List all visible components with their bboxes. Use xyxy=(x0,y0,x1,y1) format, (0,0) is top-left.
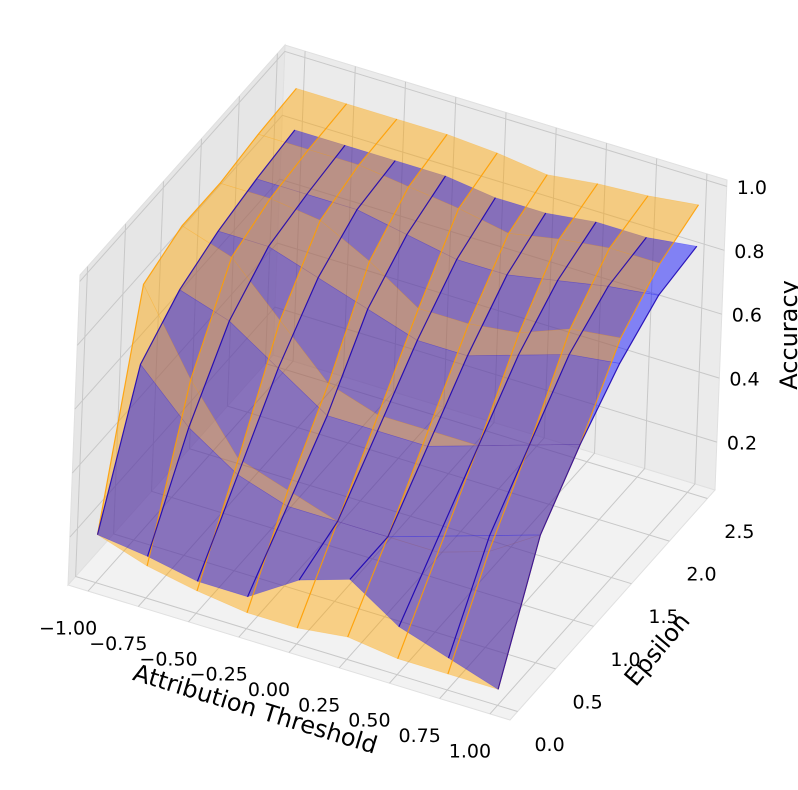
x-tick-label: −0.75 xyxy=(89,633,147,655)
grid-line xyxy=(76,114,725,346)
grid-line xyxy=(150,181,594,627)
wire-line xyxy=(146,144,346,557)
wire-line xyxy=(196,118,398,592)
wire-line xyxy=(146,103,348,567)
z-tick-label: 0.8 xyxy=(734,241,764,263)
grid-line xyxy=(69,306,718,538)
grid-line xyxy=(188,138,632,585)
grid-line xyxy=(226,96,670,542)
wire-line xyxy=(447,195,649,675)
grid-line xyxy=(338,127,557,669)
wire-line xyxy=(397,183,599,659)
x-tick-label: 0.50 xyxy=(348,710,390,732)
x-tick-label: −0.50 xyxy=(139,648,197,670)
wire-line xyxy=(246,134,448,613)
y-tick-label: 1.5 xyxy=(648,606,678,628)
grid-line xyxy=(75,266,518,712)
grid-line xyxy=(188,81,406,623)
wire-line xyxy=(247,175,447,597)
grid-line xyxy=(71,242,720,474)
x-tick-label: −0.25 xyxy=(190,664,248,686)
wire-line xyxy=(447,237,647,659)
grid-line xyxy=(74,178,722,410)
wire-line xyxy=(398,221,597,627)
wire-line xyxy=(347,174,548,638)
x-tick-label: 0.75 xyxy=(399,725,441,747)
wire-line xyxy=(296,152,498,629)
wire-line xyxy=(96,129,296,535)
grid-line xyxy=(489,173,708,715)
y-tick-label: 2.5 xyxy=(724,521,754,543)
grid-line xyxy=(439,158,658,699)
grid-line xyxy=(113,223,556,670)
pane-left xyxy=(67,43,286,587)
wire-line xyxy=(349,212,547,580)
z-tick-label: 0.4 xyxy=(729,369,759,391)
grid-line xyxy=(288,112,507,653)
z-tick-label: 0.2 xyxy=(727,433,757,455)
grid-line xyxy=(79,50,727,282)
z-axis-label: Accuracy xyxy=(775,280,798,390)
x-tick-label: 0.25 xyxy=(298,694,340,716)
z-tick-label: 0.6 xyxy=(732,305,762,327)
y-tick-label: 2.0 xyxy=(686,564,716,586)
grid-line xyxy=(238,97,457,638)
z-tick-label: 1.0 xyxy=(737,177,767,199)
y-tick-label: 1.0 xyxy=(610,649,640,671)
wire-line xyxy=(96,88,297,535)
grid-line xyxy=(389,143,607,684)
x-tick-label: 1.00 xyxy=(449,740,491,762)
y-tick-label: 0.5 xyxy=(572,691,602,713)
x-axis-label: Attribution Threshold xyxy=(130,659,381,760)
wire-line xyxy=(497,245,698,690)
x-tick-label: −1.00 xyxy=(39,618,97,640)
wire-line xyxy=(196,160,396,582)
wire-line xyxy=(298,197,496,581)
y-tick-label: 0.0 xyxy=(534,734,564,756)
grid-line xyxy=(137,66,356,607)
grid-line xyxy=(87,51,306,592)
x-tick-label: 0.00 xyxy=(248,679,290,701)
